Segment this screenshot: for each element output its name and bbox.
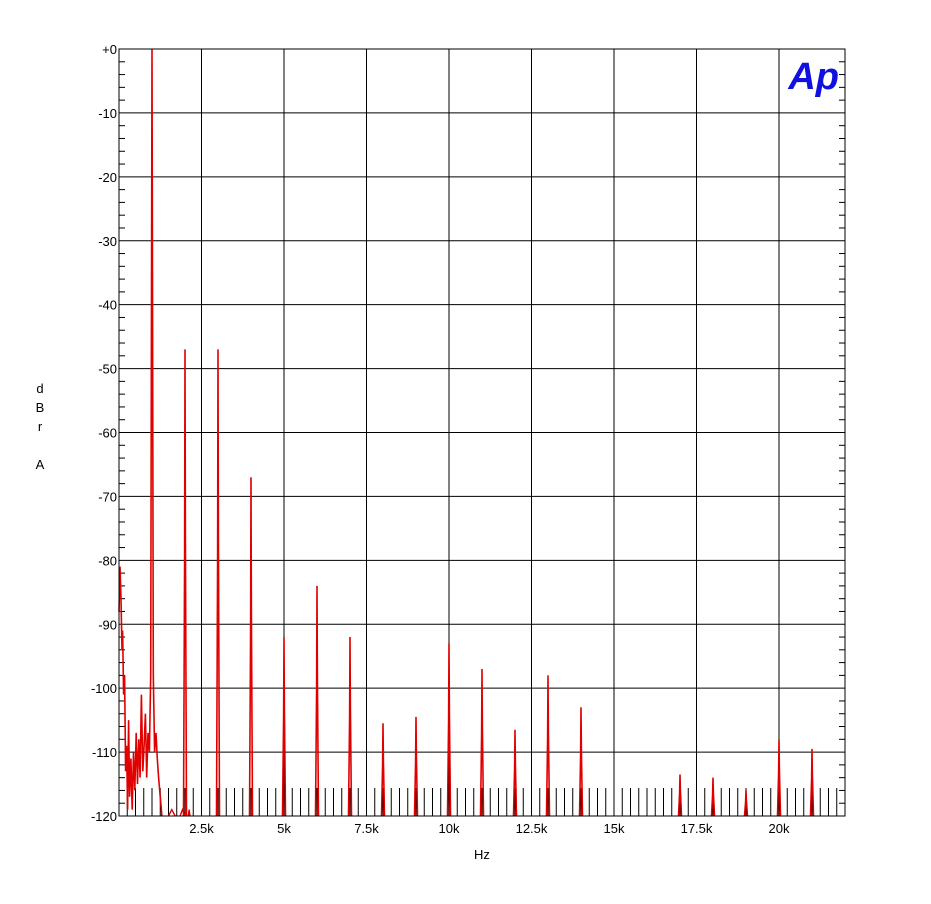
spectrum-peak-15	[710, 777, 716, 817]
x-tick-label: 10k	[439, 821, 460, 836]
minor-ticks	[119, 61, 845, 804]
spectrum-peak-9	[446, 643, 452, 817]
spectrum-peak-17	[776, 739, 782, 817]
spectrum-floor-segment	[187, 809, 191, 817]
spectrum-peak-18	[809, 748, 815, 817]
y-tick-label: -120	[91, 809, 117, 824]
y-tick-label: -10	[98, 106, 117, 121]
spectrum-peak-10	[479, 668, 485, 817]
spectrum-peak-1	[182, 349, 188, 817]
spectrum-floor-segment	[167, 808, 176, 817]
y-tick-label: -80	[98, 553, 117, 568]
y-axis-title-letter: A	[36, 457, 45, 472]
spectrum-peak-2	[215, 349, 221, 817]
x-tick-label: 12.5k	[516, 821, 548, 836]
grid	[119, 48, 845, 817]
spectrum-peak-8	[413, 716, 419, 817]
x-tick-label: 15k	[604, 821, 625, 836]
x-axis-title: Hz	[474, 847, 490, 862]
y-tick-label: -100	[91, 681, 117, 696]
x-tick-label: 2.5k	[189, 821, 214, 836]
y-tick-label: -70	[98, 489, 117, 504]
y-axis-title-letter: B	[36, 400, 45, 415]
y-tick-label: -60	[98, 426, 117, 441]
y-tick-label: -50	[98, 362, 117, 377]
spectrum-peak-14	[677, 774, 683, 817]
spectrum-peak-6	[347, 636, 353, 817]
x-tick-label: 7.5k	[354, 821, 379, 836]
y-axis-title-letter: r	[38, 419, 43, 434]
spectrum-peak-7	[380, 723, 386, 817]
y-tick-label: -30	[98, 234, 117, 249]
x-tick-labels: 2.5k 5k 7.5k 10k 12.5k 15k 17.5k 20k	[189, 821, 790, 836]
spectrum-low-frequency	[118, 48, 163, 817]
x-tick-label: 20k	[769, 821, 790, 836]
y-tick-label: +0	[102, 42, 117, 57]
bottom-ticks	[126, 788, 838, 816]
x-tick-label: 5k	[277, 821, 291, 836]
y-tick-label: -20	[98, 170, 117, 185]
y-tick-label: -90	[98, 617, 117, 632]
spectrum-peak-12	[545, 675, 551, 817]
x-tick-label: 17.5k	[681, 821, 713, 836]
spectrum-peak-11	[512, 729, 518, 817]
series	[118, 48, 815, 817]
y-tick-label: -40	[98, 298, 117, 313]
spectrum-peak-13	[578, 707, 584, 817]
y-tick-labels: +0 -10 -20 -30 -40 -50 -60 -70 -80 -90 -100 -110 -12…	[91, 42, 117, 824]
y-axis-title: dBr A	[36, 381, 45, 472]
y-axis-title-letter: d	[36, 381, 43, 396]
spectrum-peak-4	[281, 636, 287, 817]
spectrum-peak-3	[248, 477, 254, 817]
ap-logo-icon: Ap	[787, 56, 839, 98]
spectrum-peak-5	[314, 585, 320, 817]
y-tick-label: -110	[92, 745, 117, 760]
spectrum-peak-16	[743, 790, 749, 817]
plot-frame	[118, 48, 846, 817]
